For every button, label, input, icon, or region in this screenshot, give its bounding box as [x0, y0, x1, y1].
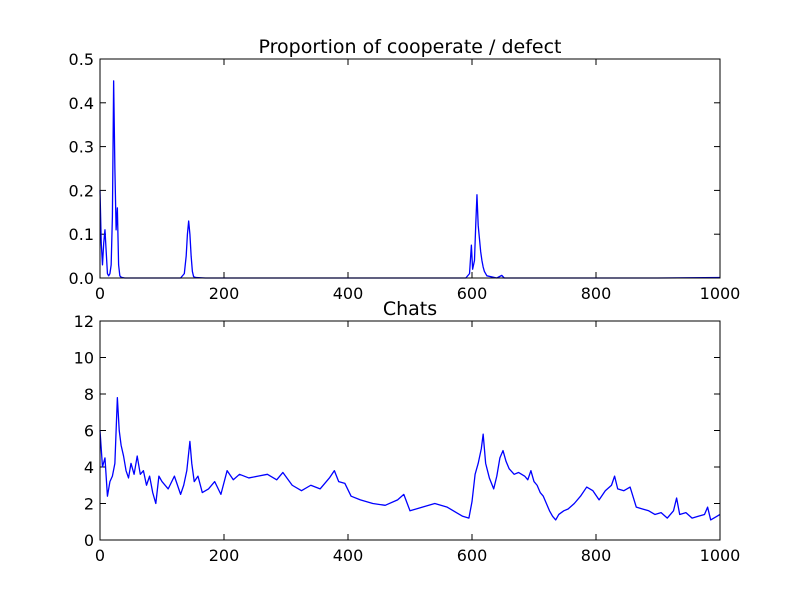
bottom-chart-xtick-label: 400 — [333, 546, 364, 565]
top-chart-xtick-label: 0 — [95, 284, 105, 303]
bottom-chart-xtick-label: 1000 — [700, 546, 741, 565]
bottom-chart-ytick-label: 2 — [84, 495, 94, 514]
top-chart-ytick-label: 0.0 — [69, 269, 94, 288]
top-chart-frame — [99, 58, 721, 279]
bottom-chart-ytick-label: 6 — [84, 422, 94, 441]
bottom-chart-frame — [99, 320, 721, 541]
bottom-chart-ytick-label: 8 — [84, 385, 94, 404]
bottom-chart-xtick-label: 0 — [95, 546, 105, 565]
top-chart-xtick-label: 600 — [457, 284, 488, 303]
top-chart-xtick-label: 400 — [333, 284, 364, 303]
top-chart-ytick-label: 0.5 — [69, 50, 94, 69]
bottom-chart-ticks: 0 200 400 600 800 1000 0 2 4 6 8 10 12 — [74, 312, 741, 565]
bottom-chart-ytick-label: 10 — [74, 349, 94, 368]
bottom-chart-ytick-label: 4 — [84, 458, 94, 477]
top-chart-plot — [99, 80, 721, 279]
top-chart-xtick-label: 200 — [209, 284, 240, 303]
top-chart-xtick-label: 800 — [581, 284, 612, 303]
bottom-chart-ytick-label: 0 — [84, 531, 94, 550]
bottom-chart-xtick-label: 600 — [457, 546, 488, 565]
bottom-chart-series-line — [99, 396, 721, 521]
top-chart-ytick-label: 0.2 — [69, 181, 94, 200]
bottom-chart-xtick-label: 200 — [209, 546, 240, 565]
top-chart-title: Proportion of cooperate / defect — [259, 36, 562, 58]
bottom-chart-xtick-label: 800 — [581, 546, 612, 565]
top-chart-series-line — [99, 80, 721, 279]
top-chart-ytick-label: 0.4 — [69, 94, 94, 113]
bottom-chart: Chats 0 200 400 600 800 1000 0 2 4 6 8 10 12 — [74, 298, 741, 565]
top-chart-ytick-label: 0.3 — [69, 138, 94, 157]
top-chart-xtick-label: 1000 — [700, 284, 741, 303]
bottom-chart-plot — [99, 396, 721, 521]
top-chart-ytick-label: 0.1 — [69, 225, 94, 244]
bottom-chart-title: Chats — [383, 298, 437, 320]
top-chart: Proportion of cooperate / defect 0 200 400… — [69, 36, 741, 303]
bottom-chart-ytick-label: 12 — [74, 312, 94, 331]
